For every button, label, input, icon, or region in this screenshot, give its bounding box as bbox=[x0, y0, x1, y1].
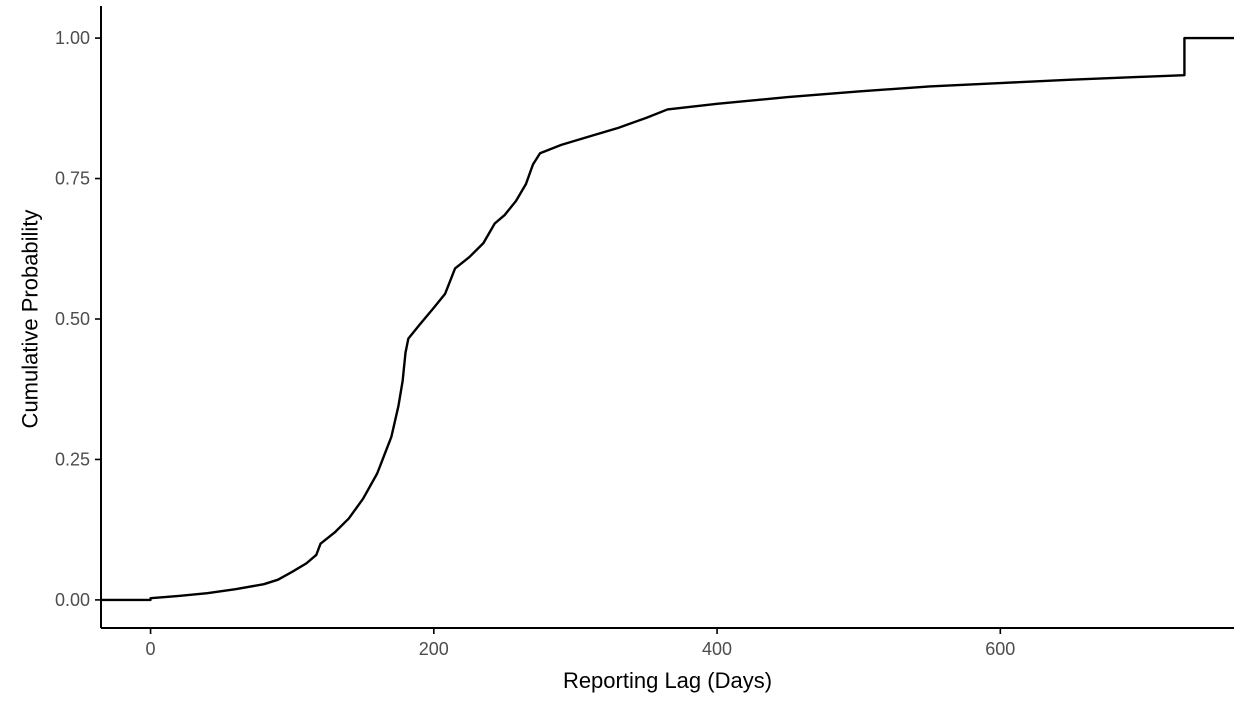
y-tick-label: 0.25 bbox=[55, 449, 90, 469]
y-tick-label: 0.50 bbox=[55, 309, 90, 329]
x-tick-label: 400 bbox=[702, 639, 732, 659]
y-axis: 0.00 0.25 0.50 0.75 1.00 bbox=[55, 6, 102, 628]
x-tick-label: 600 bbox=[985, 639, 1015, 659]
x-axis-title: Reporting Lag (Days) bbox=[563, 668, 772, 693]
plot-area bbox=[101, 36, 1234, 602]
x-tick-label: 200 bbox=[419, 639, 449, 659]
y-tick-label: 0.75 bbox=[55, 169, 90, 189]
x-axis: 0 200 400 600 bbox=[101, 627, 1234, 659]
x-tick-label: 0 bbox=[146, 639, 156, 659]
y-axis-title: Cumulative Probability bbox=[18, 210, 43, 429]
y-tick-label: 1.00 bbox=[55, 28, 90, 48]
series-line-0 bbox=[101, 36, 1234, 602]
y-tick-label: 0.00 bbox=[55, 590, 90, 610]
